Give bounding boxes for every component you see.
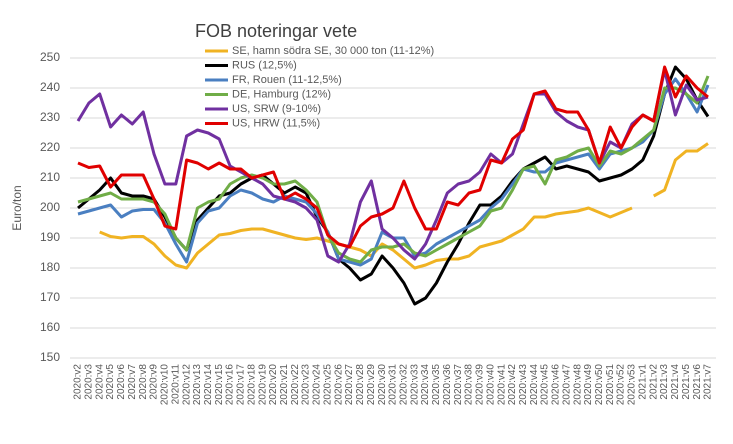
- x-tick-label: 2020:v49: [583, 364, 594, 406]
- x-tick-label: 2021:v1: [637, 364, 648, 400]
- x-tick-label: 2020:v16: [225, 364, 236, 406]
- x-tick-label: 2020:v37: [453, 364, 464, 406]
- series-line: [77, 75, 710, 264]
- x-tick-label: 2020:v13: [192, 364, 203, 406]
- x-tick-label: 2020:v52: [616, 364, 627, 406]
- y-tick-label: 200: [40, 200, 60, 214]
- x-tick-label: 2020:v31: [388, 364, 399, 406]
- x-tick-label: 2020:v4: [94, 364, 105, 400]
- x-tick-label: 2020:v15: [214, 364, 225, 406]
- x-tick-label: 2020:v10: [160, 364, 171, 406]
- x-tick-label: 2020:v26: [333, 364, 344, 406]
- x-tick-label: 2020:v36: [442, 364, 453, 406]
- y-tick-label: 180: [40, 260, 60, 274]
- legend-label: RUS (12,5%): [232, 59, 297, 71]
- y-tick-label: 170: [40, 290, 60, 304]
- x-tick-label: 2020:v21: [279, 364, 290, 406]
- x-tick-label: 2020:v2: [73, 364, 84, 400]
- x-tick-label: 2020:v30: [377, 364, 388, 406]
- y-tick-label: 160: [40, 320, 60, 334]
- x-tick-label: 2020:v43: [518, 364, 529, 406]
- x-tick-label: 2020:v51: [605, 364, 616, 406]
- x-tick-label: 2020:v32: [399, 364, 410, 406]
- x-tick-label: 2020:v9: [149, 364, 160, 400]
- x-tick-label: 2020:v35: [431, 364, 442, 406]
- x-tick-label: 2020:v46: [551, 364, 562, 406]
- x-tick-label: 2020:v19: [257, 364, 268, 406]
- x-tick-label: 2021:v5: [681, 364, 692, 400]
- x-tick-label: 2020:v6: [116, 364, 127, 400]
- x-tick-label: 2020:v33: [409, 364, 420, 406]
- x-tick-label: 2020:v28: [355, 364, 366, 406]
- x-tick-label: 2020:v23: [301, 364, 312, 406]
- x-tick-label: 2020:v18: [246, 364, 257, 406]
- series-line: [99, 142, 709, 270]
- x-tick-label: 2020:v34: [420, 364, 431, 406]
- x-tick-label: 2021:v2: [648, 364, 659, 400]
- legend-label: SE, hamn södra SE, 30 000 ton (11-12%): [232, 45, 434, 57]
- y-tick-label: 250: [40, 50, 60, 64]
- x-tick-label: 2021:v4: [670, 364, 681, 400]
- x-tick-label: 2020:v41: [496, 364, 507, 406]
- x-tick-label: 2020:v29: [366, 364, 377, 406]
- x-tick-label: 2020:v20: [268, 364, 279, 406]
- x-tick-label: 2020:v47: [561, 364, 572, 406]
- legend-label: FR, Rouen (11-12,5%): [232, 74, 342, 86]
- x-tick-label: 2021:v7: [703, 364, 714, 400]
- y-tick-label: 150: [40, 350, 60, 364]
- x-tick-label: 2020:v38: [464, 364, 475, 406]
- x-tick-label: 2021:v6: [692, 364, 703, 400]
- series-line: [77, 65, 709, 249]
- x-tick-label: 2020:v42: [507, 364, 518, 406]
- x-tick-label: 2020:v50: [594, 364, 605, 406]
- x-tick-label: 2020:v17: [236, 364, 247, 406]
- x-tick-label: 2020:v7: [127, 364, 138, 400]
- y-tick-label: 220: [40, 140, 60, 154]
- chart-title: FOB noteringar vete: [195, 21, 357, 41]
- legend-label: US, HRW (11,5%): [232, 117, 320, 129]
- x-tick-label: 2020:v5: [105, 364, 116, 400]
- legend-label: US, SRW (9-10%): [232, 103, 321, 115]
- legend-label: DE, Hamburg (12%): [232, 88, 331, 100]
- x-tick-label: 2020:v40: [485, 364, 496, 406]
- x-tick-label: 2020:v45: [540, 364, 551, 406]
- x-tick-label: 2020:v22: [290, 364, 301, 406]
- y-tick-label: 190: [40, 230, 60, 244]
- x-tick-label: 2020:v53: [627, 364, 638, 406]
- x-tick-label: 2020:v12: [181, 364, 192, 406]
- x-tick-label: 2021:v3: [659, 364, 670, 400]
- x-tick-label: 2020:v8: [138, 364, 149, 400]
- x-tick-label: 2020:v25: [322, 364, 333, 406]
- y-axis-label: Euro/ton: [10, 185, 24, 230]
- y-tick-label: 230: [40, 110, 60, 124]
- y-tick-label: 210: [40, 170, 60, 184]
- y-tick-label: 240: [40, 80, 60, 94]
- x-tick-label: 2020:v24: [312, 364, 323, 406]
- x-tick-label: 2020:v27: [344, 364, 355, 406]
- x-tick-label: 2020:v11: [170, 364, 181, 405]
- x-tick-label: 2020:v44: [529, 364, 540, 406]
- x-tick-label: 2020:v14: [203, 364, 214, 406]
- x-tick-label: 2020:v48: [572, 364, 583, 406]
- x-tick-label: 2020:v39: [475, 364, 486, 406]
- x-tick-label: 2020:v3: [84, 364, 95, 400]
